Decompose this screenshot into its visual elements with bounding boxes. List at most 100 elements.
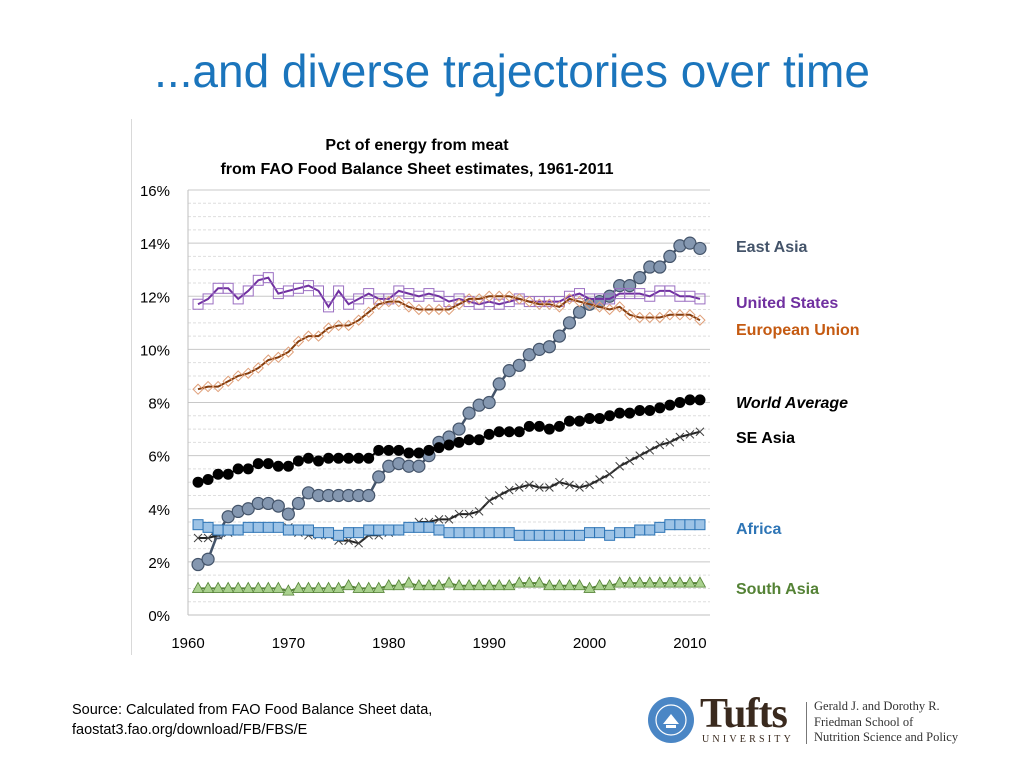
chart-subtitle: from FAO Food Balance Sheet estimates, 1… xyxy=(220,161,613,178)
data-point-africa xyxy=(483,527,495,539)
data-point-east-asia xyxy=(522,348,536,362)
data-point-africa xyxy=(202,521,214,533)
data-point-european-union xyxy=(423,303,435,316)
data-point-world-average xyxy=(654,402,666,414)
data-point-european-union xyxy=(664,309,676,321)
data-point-east-asia xyxy=(542,340,556,354)
data-point-east-asia xyxy=(191,557,205,572)
series-label-se-asia: SE Asia xyxy=(736,430,795,447)
data-point-africa xyxy=(523,529,535,541)
data-point-united-states xyxy=(333,285,345,297)
data-point-south-asia xyxy=(412,578,426,591)
data-point-se-asia xyxy=(514,483,524,492)
data-point-south-asia xyxy=(462,578,476,591)
data-point-south-asia xyxy=(613,576,626,588)
data-point-european-union xyxy=(623,309,636,321)
data-point-east-asia xyxy=(362,488,376,503)
data-point-south-asia xyxy=(201,581,215,593)
data-point-africa xyxy=(453,527,465,539)
data-point-world-average xyxy=(604,410,616,422)
data-point-se-asia xyxy=(524,480,534,490)
data-point-european-union xyxy=(493,290,505,302)
data-point-world-average xyxy=(563,415,575,427)
chart-title: Pct of energy from meat xyxy=(325,137,509,154)
data-point-european-union xyxy=(453,298,465,310)
data-point-european-union xyxy=(282,346,295,358)
data-point-european-union xyxy=(292,335,305,348)
data-point-east-asia xyxy=(221,510,235,524)
data-point-united-states xyxy=(232,293,244,305)
data-point-se-asia xyxy=(625,456,635,466)
data-point-european-union xyxy=(674,309,686,321)
data-point-africa xyxy=(584,527,596,539)
data-point-european-union xyxy=(573,295,586,308)
data-point-world-average xyxy=(272,460,284,472)
tufts-seal-icon xyxy=(648,697,694,743)
series-label-africa: Africa xyxy=(736,521,781,538)
data-point-world-average xyxy=(644,404,656,416)
data-point-world-average xyxy=(433,442,445,454)
y-tick-label: 12% xyxy=(140,289,170,306)
x-axis: 1960 1970 1980 1990 2000 2010 xyxy=(171,614,710,652)
x-tick-label: 1960 xyxy=(171,635,204,652)
data-point-world-average xyxy=(222,468,234,480)
data-point-se-asia xyxy=(615,461,625,471)
data-point-africa xyxy=(262,521,274,533)
series-africa xyxy=(192,519,706,541)
data-point-africa xyxy=(232,524,244,536)
data-point-world-average xyxy=(594,412,606,424)
data-point-world-average xyxy=(674,397,686,408)
data-point-se-asia xyxy=(534,483,544,492)
series-label-east-asia: East Asia xyxy=(736,239,808,256)
data-point-africa xyxy=(614,527,626,539)
data-point-africa xyxy=(533,529,545,541)
data-point-european-union xyxy=(613,301,626,313)
series-layer xyxy=(191,236,707,596)
tufts-wordmark: Tufts xyxy=(700,691,788,737)
data-point-south-asia xyxy=(352,581,365,593)
data-point-se-asia xyxy=(585,480,594,490)
data-point-africa xyxy=(333,529,345,541)
data-point-european-union xyxy=(222,375,234,387)
tufts-logo: Tufts UNIVERSITY Gerald J. and Dorothy R… xyxy=(648,691,978,748)
data-point-european-union xyxy=(563,293,576,305)
series-line-united-states xyxy=(197,276,701,309)
data-point-world-average xyxy=(473,434,485,446)
data-point-european-union xyxy=(443,303,455,316)
data-point-south-asia xyxy=(211,581,225,593)
x-tick-label: 1980 xyxy=(372,635,405,652)
data-point-south-asia xyxy=(292,581,305,593)
data-point-south-asia xyxy=(513,576,526,588)
series-label-south-asia: South Asia xyxy=(736,581,819,598)
data-point-european-union xyxy=(513,293,525,305)
data-point-world-average xyxy=(523,420,535,432)
data-point-africa xyxy=(252,521,264,533)
data-point-se-asia xyxy=(565,480,574,490)
data-point-se-asia xyxy=(484,496,494,506)
data-point-africa xyxy=(654,521,666,533)
data-point-south-asia xyxy=(482,578,496,591)
data-point-se-asia xyxy=(464,509,474,519)
data-point-east-asia xyxy=(502,364,516,378)
data-point-european-union xyxy=(272,351,285,364)
data-point-africa xyxy=(403,521,415,533)
data-point-south-asia xyxy=(643,576,656,588)
data-point-world-average xyxy=(323,452,335,464)
data-point-european-union xyxy=(684,309,696,321)
data-point-africa xyxy=(363,524,375,536)
data-point-world-average xyxy=(313,455,324,467)
data-point-south-asia xyxy=(422,578,436,591)
data-point-africa xyxy=(624,527,636,539)
data-point-africa xyxy=(373,524,385,536)
data-point-south-asia xyxy=(472,578,486,591)
data-point-south-asia xyxy=(623,576,636,588)
data-point-africa xyxy=(644,524,656,536)
data-point-world-average xyxy=(333,452,345,464)
data-point-south-asia xyxy=(452,578,466,591)
data-point-european-union xyxy=(212,380,224,393)
data-point-south-asia xyxy=(262,581,275,593)
data-point-africa xyxy=(433,524,445,536)
data-point-africa xyxy=(272,521,284,533)
data-point-east-asia xyxy=(482,395,496,410)
data-point-south-asia xyxy=(362,581,375,593)
